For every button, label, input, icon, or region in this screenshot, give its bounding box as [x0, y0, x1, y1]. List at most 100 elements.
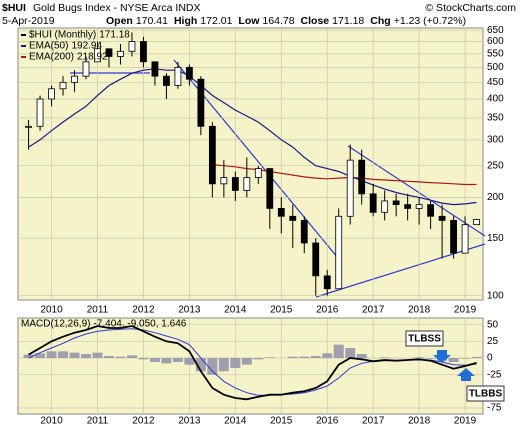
x-tick-label: 2013: [178, 305, 201, 316]
y-tick-label: 650: [487, 25, 504, 36]
legend-label: EMA(200): [29, 52, 74, 63]
histogram-bar: [241, 358, 252, 365]
histogram-bar: [46, 351, 57, 358]
candle-body: [346, 159, 354, 217]
histogram-bar: [333, 344, 344, 358]
candle-body: [25, 125, 32, 128]
annotation: TLBSS: [408, 334, 441, 345]
annotation-box: [466, 385, 505, 402]
histogram-bar: [149, 358, 160, 362]
arrow: [433, 350, 451, 363]
candle-body: [185, 66, 193, 80]
trendlines: [18, 28, 486, 414]
x-tick-label: 2018: [408, 305, 431, 316]
histogram-bar: [92, 352, 103, 358]
histogram-bar: [345, 348, 356, 358]
candle-body: [438, 215, 446, 221]
histogram-bar: [184, 358, 195, 365]
candle-body: [71, 75, 78, 83]
histogram-bar: [35, 353, 46, 358]
histogram-bar: [322, 353, 333, 358]
histogram-bar: [414, 357, 425, 358]
x-tick-label: 2015: [270, 305, 293, 316]
candle-body: [335, 215, 343, 290]
histogram-bar: [138, 358, 149, 360]
quote-label: High: [174, 15, 197, 27]
candle-body: [312, 242, 320, 277]
y-tick-label: 400: [487, 94, 504, 105]
histogram-bar: [103, 356, 114, 358]
x-tick-label: 2014: [224, 305, 247, 316]
histogram-bar: [58, 351, 69, 358]
macd-readings: -7.404, -9.050, 1.646: [93, 319, 186, 330]
histogram-bar: [23, 354, 34, 358]
y-tick-label: -75: [487, 403, 502, 414]
x-tick-label: 2016: [316, 416, 339, 427]
annotation-box: [405, 330, 444, 347]
candle-body: [59, 81, 67, 90]
histogram-bar: [230, 358, 241, 368]
quote-label: Open: [106, 15, 133, 27]
histogram-bar: [81, 354, 92, 358]
histogram-bar: [195, 358, 206, 372]
candle-body: [94, 48, 101, 63]
histogram-bar: [379, 357, 390, 358]
x-tick-label: 2019: [454, 416, 477, 427]
y-tick-label: 100: [487, 290, 504, 301]
x-tick-label: 2010: [40, 305, 63, 316]
candle-body: [243, 177, 251, 191]
x-tick-label: 2011: [87, 416, 109, 427]
quote-label: Close: [301, 15, 330, 27]
histogram-bar: [161, 358, 172, 364]
candle-body: [140, 41, 147, 63]
y-tick-label: 250: [487, 160, 504, 171]
candle-body: [36, 98, 44, 127]
histogram-bar: [115, 356, 126, 358]
histogram-bar: [471, 356, 482, 358]
x-tick-label: 2014: [224, 416, 247, 427]
candle-body: [450, 220, 457, 254]
candle-body: [404, 204, 412, 209]
histogram-bar: [69, 352, 80, 358]
candle-body: [358, 159, 366, 195]
candle-body: [220, 177, 228, 185]
candle-body: [82, 61, 90, 77]
histogram-bar: [172, 358, 183, 362]
x-tick-label: 2016: [316, 305, 339, 316]
chart-title: $HUI: [2, 2, 26, 14]
candle-body: [174, 66, 182, 86]
legend-value: 192.94: [71, 41, 102, 52]
candle-body: [151, 61, 159, 77]
y-tick-label: 25: [487, 336, 499, 347]
series-line: [28, 68, 477, 206]
y-tick-label: 300: [487, 134, 504, 145]
histogram-bar: [207, 358, 218, 375]
histogram-bar: [310, 356, 321, 358]
candle-body: [300, 220, 308, 244]
date: 5-Apr-2019: [2, 15, 55, 27]
x-tick-label: 2012: [132, 305, 155, 316]
candle-body: [254, 168, 262, 178]
x-tick-label: 2010: [40, 416, 63, 427]
legend-value: 218.92: [77, 52, 108, 63]
candle-body: [473, 219, 480, 226]
histogram-bar: [253, 358, 264, 360]
series-line: [28, 325, 477, 401]
macd-title: MACD(12,26,9): [21, 319, 90, 330]
candle-body: [392, 200, 400, 206]
histogram-bar: [264, 357, 275, 358]
candle-body: [48, 88, 55, 100]
candle-body: [231, 177, 239, 191]
x-tick-label: 2013: [178, 416, 201, 427]
y-tick-label: 550: [487, 49, 504, 60]
candle-body: [163, 75, 170, 86]
y-tick-label: 350: [487, 113, 504, 124]
candle-body: [266, 168, 274, 209]
candle-body: [117, 50, 124, 57]
quote-value: 171.18: [332, 15, 364, 27]
y-tick-label: -25: [487, 369, 502, 380]
y-tick-label: 0: [487, 353, 493, 364]
x-tick-label: 2019: [454, 305, 477, 316]
candle-body: [415, 204, 423, 209]
